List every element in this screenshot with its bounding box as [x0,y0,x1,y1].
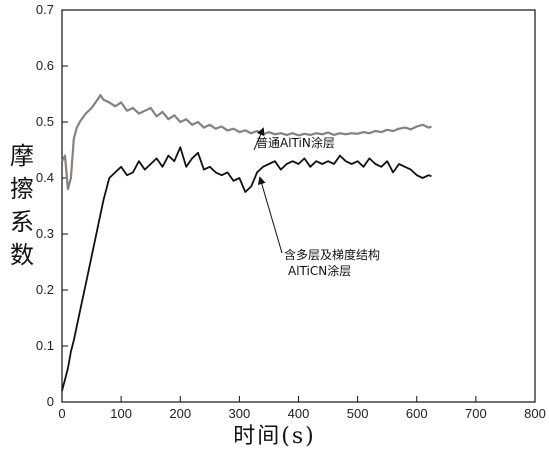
y-axis-label-char: 擦 [10,175,34,203]
y-tick-label: 0.3 [36,226,54,241]
x-tick-label: 0 [58,406,65,421]
y-tick-label: 0.5 [36,114,54,129]
annotation-arrow-altin [253,127,265,151]
annotation-alticn-line2: AlTiCN涂层 [288,263,351,278]
y-tick-label: 0.4 [36,170,54,185]
plot-frame [61,9,536,403]
x-tick-label: 200 [169,406,191,421]
x-axis-label: 时间(s) [233,424,316,449]
y-tick-label: 0 [47,394,54,409]
x-axis-ticks: 0 100 200 300 400 500 600 700 800 [58,396,546,421]
y-tick-label: 0.2 [36,282,54,297]
y-tick-label: 0.6 [36,58,54,73]
annotation-alticn-line1: 含多层及梯度结构 [284,247,380,262]
y-tick-label: 0.7 [36,2,54,17]
y-axis-label-char: 摩 [10,142,34,170]
x-tick-label: 700 [465,406,487,421]
x-tick-label: 100 [110,406,132,421]
annotation-altin: 普通AlTiN涂层 [256,135,335,150]
series-line-1 [61,146,432,392]
series-line-0 [61,93,432,191]
y-tick-label: 0.1 [36,338,54,353]
x-tick-label: 500 [347,406,369,421]
x-tick-label: 800 [524,406,546,421]
annotation-arrow-alticn [257,176,283,254]
y-axis-label-char: 数 [10,241,34,269]
y-axis-ticks: 0 0.1 0.2 0.3 0.4 0.5 0.6 0.7 [36,2,68,409]
y-axis-label-char: 系 [10,208,34,236]
x-tick-label: 300 [229,406,251,421]
x-tick-label: 400 [288,406,310,421]
y-axis-label: 摩擦系数 [4,140,40,272]
series-lines [61,93,432,392]
x-tick-label: 600 [406,406,428,421]
